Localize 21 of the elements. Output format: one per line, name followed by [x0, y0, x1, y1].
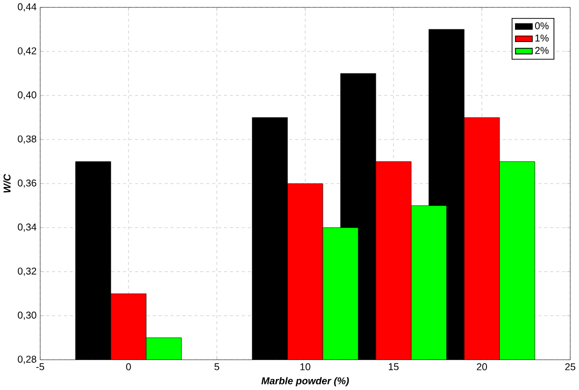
- y-tick-label: 0,36: [18, 180, 36, 188]
- y-tick-label: 0,30: [18, 312, 36, 320]
- x-tick-label: 20: [476, 363, 487, 370]
- legend-label: 1%: [535, 34, 549, 42]
- x-tick-label: 0: [126, 363, 131, 370]
- x-axis-title: Marble powder (%): [261, 377, 349, 386]
- legend-label: 0%: [535, 22, 549, 30]
- y-axis-title: W/C: [3, 174, 11, 193]
- x-tick-label: 10: [300, 363, 310, 370]
- x-tick-label: 15: [388, 363, 399, 370]
- y-tick-label: 0,32: [18, 268, 36, 276]
- x-tick-label: 5: [214, 363, 220, 370]
- y-tick-label: 0,44: [18, 3, 36, 12]
- x-tick-label: 25: [565, 363, 576, 370]
- y-tick-label: 0,42: [18, 48, 36, 56]
- legend-label: 2%: [535, 47, 549, 54]
- y-tick-label: 0,28: [18, 356, 36, 364]
- y-tick-label: 0,34: [18, 224, 36, 232]
- y-tick-label: 0,38: [18, 136, 36, 144]
- y-tick-label: 0,40: [18, 92, 36, 100]
- x-tick-label: -5: [36, 363, 44, 370]
